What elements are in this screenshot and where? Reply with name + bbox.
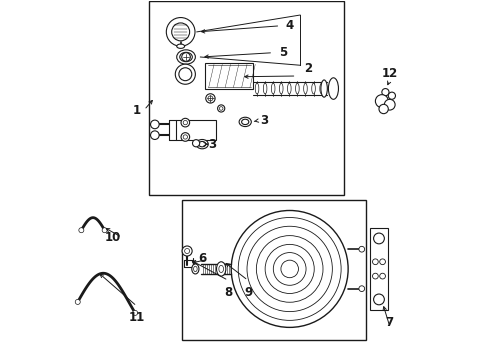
Ellipse shape xyxy=(239,117,251,127)
Ellipse shape xyxy=(198,141,205,147)
Text: 5: 5 xyxy=(278,46,286,59)
Ellipse shape xyxy=(219,265,223,273)
Ellipse shape xyxy=(303,83,306,94)
Ellipse shape xyxy=(255,83,258,94)
Circle shape xyxy=(150,120,159,129)
Bar xyxy=(149,1,343,195)
Ellipse shape xyxy=(216,262,225,276)
Circle shape xyxy=(75,300,80,305)
Circle shape xyxy=(183,121,187,125)
Circle shape xyxy=(381,89,388,96)
Circle shape xyxy=(264,244,314,293)
Circle shape xyxy=(379,273,385,279)
Ellipse shape xyxy=(263,83,266,94)
Circle shape xyxy=(217,105,224,112)
Bar xyxy=(369,228,387,310)
Text: 1: 1 xyxy=(132,104,140,117)
Circle shape xyxy=(166,18,195,46)
Ellipse shape xyxy=(295,83,299,94)
Circle shape xyxy=(372,273,378,279)
Bar xyxy=(204,63,253,89)
Circle shape xyxy=(150,131,159,139)
Circle shape xyxy=(205,94,215,103)
Circle shape xyxy=(219,107,223,110)
Text: 4: 4 xyxy=(285,19,293,32)
Text: 6: 6 xyxy=(198,252,206,265)
Text: 2: 2 xyxy=(303,62,311,75)
Ellipse shape xyxy=(196,139,208,149)
Circle shape xyxy=(171,23,189,41)
Ellipse shape xyxy=(176,44,184,48)
Ellipse shape xyxy=(328,78,338,99)
Circle shape xyxy=(175,64,195,84)
Circle shape xyxy=(372,259,378,265)
Circle shape xyxy=(179,68,191,81)
Circle shape xyxy=(181,133,189,141)
Circle shape xyxy=(358,246,364,252)
Circle shape xyxy=(192,140,199,147)
Circle shape xyxy=(182,53,190,61)
Circle shape xyxy=(373,294,384,305)
Text: 3: 3 xyxy=(260,114,268,127)
Circle shape xyxy=(132,310,137,315)
Text: 9: 9 xyxy=(244,286,252,299)
Circle shape xyxy=(280,260,298,278)
Bar xyxy=(182,200,366,339)
Circle shape xyxy=(373,233,384,244)
Ellipse shape xyxy=(287,83,290,94)
Ellipse shape xyxy=(320,80,326,97)
Ellipse shape xyxy=(279,83,283,94)
Circle shape xyxy=(79,228,83,233)
Circle shape xyxy=(181,118,189,127)
Circle shape xyxy=(387,92,395,99)
Ellipse shape xyxy=(180,52,192,62)
Text: 3: 3 xyxy=(208,138,216,150)
Text: 8: 8 xyxy=(224,286,232,299)
Circle shape xyxy=(182,246,192,256)
Ellipse shape xyxy=(193,266,197,272)
Text: 10: 10 xyxy=(104,231,121,244)
Circle shape xyxy=(384,99,394,110)
Bar xyxy=(176,120,215,140)
Text: 12: 12 xyxy=(381,67,397,80)
Circle shape xyxy=(246,226,332,312)
Circle shape xyxy=(273,253,305,285)
Circle shape xyxy=(184,248,189,253)
Circle shape xyxy=(379,259,385,265)
Circle shape xyxy=(358,286,364,292)
Ellipse shape xyxy=(191,264,199,274)
Text: 7: 7 xyxy=(385,316,393,329)
Circle shape xyxy=(207,96,212,101)
Text: 11: 11 xyxy=(128,311,145,324)
Ellipse shape xyxy=(319,83,323,94)
Circle shape xyxy=(183,135,187,139)
Ellipse shape xyxy=(311,83,315,94)
Circle shape xyxy=(102,228,107,233)
Circle shape xyxy=(375,95,387,108)
Circle shape xyxy=(256,235,323,302)
Circle shape xyxy=(378,104,387,114)
Circle shape xyxy=(238,217,341,320)
Ellipse shape xyxy=(241,119,248,125)
Ellipse shape xyxy=(176,50,195,64)
Ellipse shape xyxy=(271,83,274,94)
Circle shape xyxy=(231,211,347,327)
